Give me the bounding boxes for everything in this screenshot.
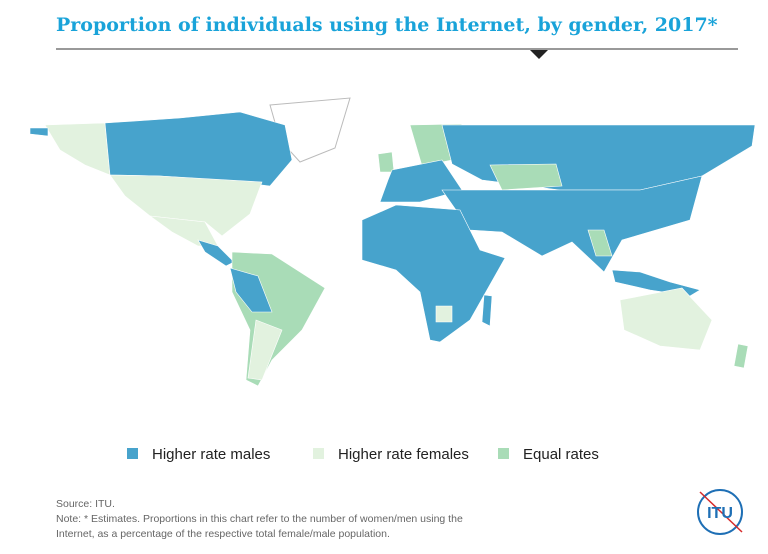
canada bbox=[104, 111, 293, 187]
indonesia bbox=[611, 269, 701, 297]
south-america bbox=[231, 251, 326, 387]
legend-swatch bbox=[127, 448, 138, 459]
legend-label: Higher rate females bbox=[338, 446, 469, 463]
source: Source: ITU. bbox=[56, 498, 115, 510]
russia bbox=[441, 124, 756, 191]
central-america bbox=[197, 239, 235, 267]
kazakhstan bbox=[489, 163, 563, 191]
australia bbox=[619, 287, 713, 351]
legend-swatch bbox=[313, 448, 324, 459]
world-map bbox=[29, 97, 756, 387]
africa bbox=[361, 204, 506, 343]
peru bbox=[229, 267, 273, 313]
argentina bbox=[247, 319, 283, 381]
legend-label: Equal rates bbox=[523, 446, 599, 463]
botswana bbox=[435, 305, 453, 323]
logo-ring bbox=[697, 489, 743, 535]
alaska bbox=[44, 122, 111, 176]
thailand bbox=[587, 229, 613, 257]
madagascar bbox=[481, 294, 493, 327]
legend-swatch bbox=[498, 448, 509, 459]
logo-line bbox=[699, 491, 743, 533]
asia bbox=[441, 175, 703, 273]
logo-text: ITU bbox=[707, 505, 733, 522]
legend: Higher rate males Higher rate females Equa… bbox=[127, 446, 599, 463]
uk bbox=[377, 151, 395, 173]
logo: ITU bbox=[697, 489, 743, 535]
pointer bbox=[530, 50, 548, 59]
region bbox=[29, 127, 49, 137]
legend-label: Higher rate males bbox=[152, 446, 270, 463]
note: Note: * Estimates. Proportions in this c… bbox=[56, 513, 463, 525]
title: Proportion of individuals using the Inte… bbox=[56, 14, 718, 36]
note: Internet, as a percentage of the respect… bbox=[56, 528, 390, 540]
europe bbox=[379, 159, 463, 203]
new-zealand bbox=[733, 343, 749, 369]
usa bbox=[109, 174, 263, 237]
